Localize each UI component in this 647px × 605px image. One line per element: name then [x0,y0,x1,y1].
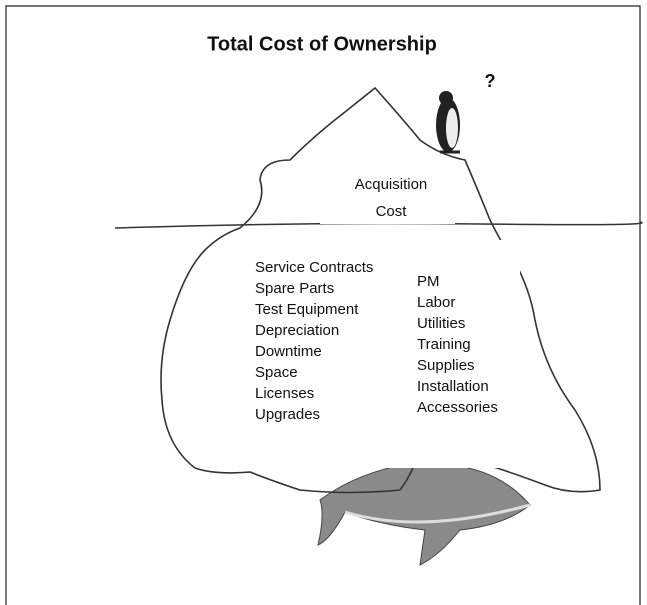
cost-item: Downtime [255,343,322,360]
page: Total Cost of Ownership ? Acquisition Cos… [0,0,647,605]
cost-item: Upgrades [255,406,320,423]
penguin [436,91,460,152]
title: Total Cost of Ownership [207,33,437,55]
cost-item: Utilities [417,315,465,332]
cost-item: Training [417,336,471,353]
cost-item: Space [255,364,298,381]
cost-item: PM [417,273,440,290]
tip-label: Acquisition [355,176,428,193]
diagram: Total Cost of Ownership ? Acquisition Cos… [0,0,647,605]
tip-label: Cost [376,203,408,220]
cost-item: Spare Parts [255,280,334,297]
question-mark: ? [485,71,496,91]
cost-item: Accessories [417,399,498,416]
cost-item: Labor [417,294,455,311]
cost-item: Depreciation [255,322,339,339]
cost-item: Test Equipment [255,301,359,318]
cost-item: Licenses [255,385,314,402]
cost-item: Service Contracts [255,259,373,276]
cost-item: Supplies [417,357,475,374]
cost-item: Installation [417,378,489,395]
